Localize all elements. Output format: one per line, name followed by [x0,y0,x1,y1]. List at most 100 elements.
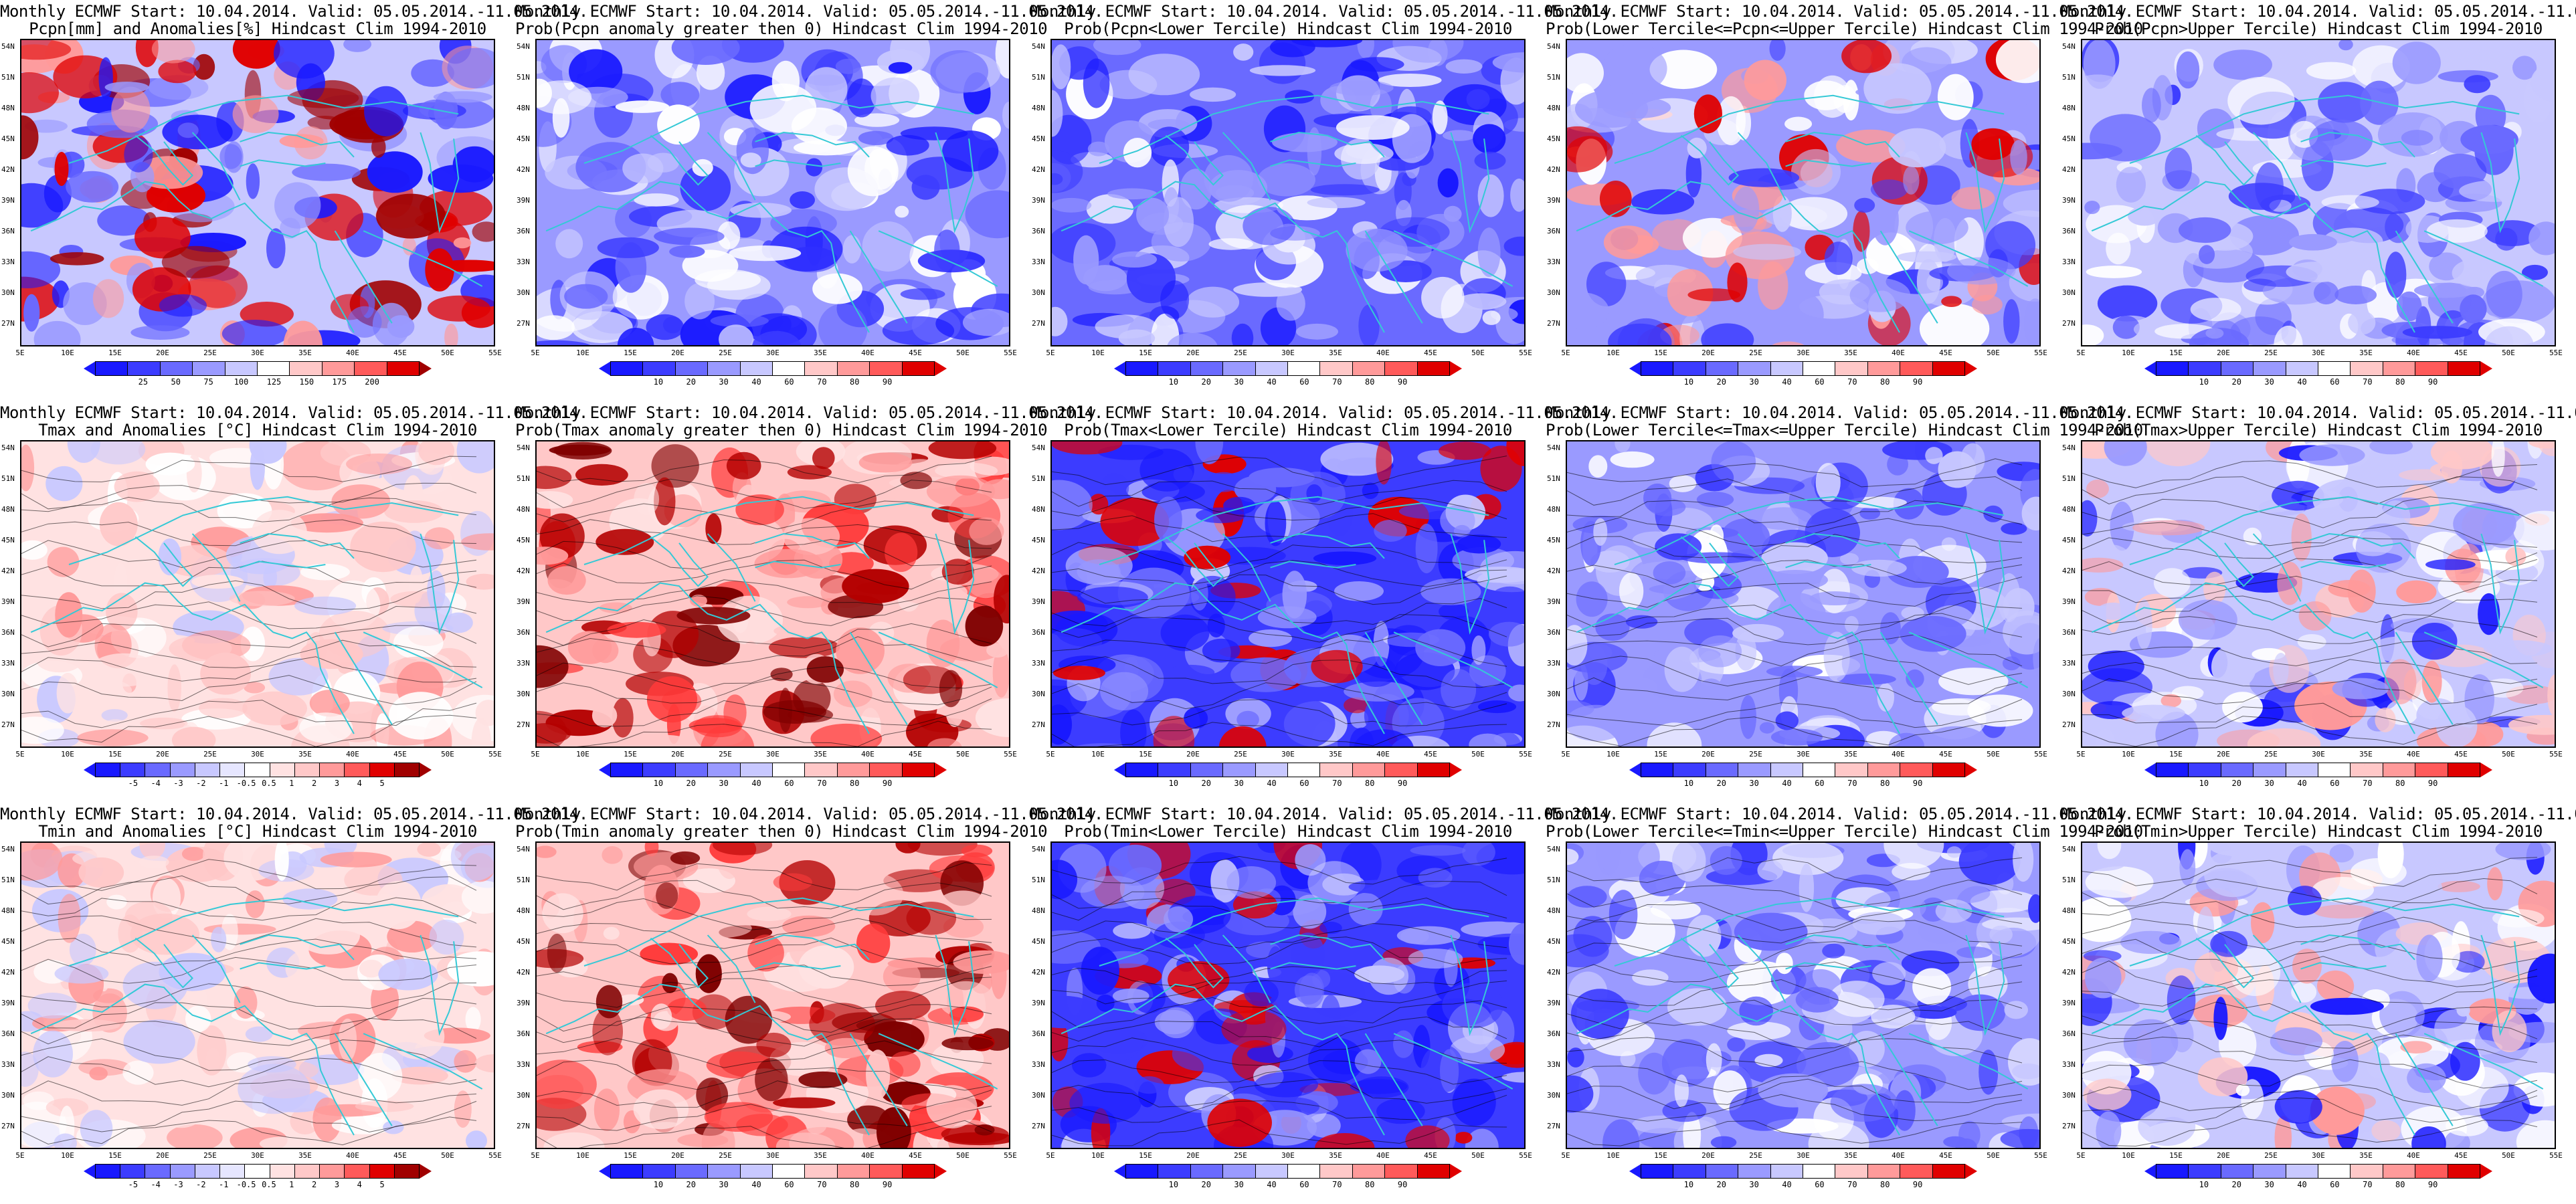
lon-label: 15E [2169,348,2183,357]
field-patch [2321,195,2379,210]
colorbar-high-arrow [2480,361,2493,376]
field-patch [1410,845,1466,856]
field-patch [1392,40,1464,63]
field-patch [2329,844,2354,863]
lon-label: 20E [156,348,169,357]
coastline [2376,243,2415,333]
colorbar-high-arrow [1965,1164,1978,1179]
field-patch [684,283,715,320]
lat-label: 45N [1032,937,1045,946]
field-patch [2082,557,2124,573]
field-patch [575,464,628,486]
lon-label: 40E [861,1151,875,1160]
coastline [1908,631,2029,688]
colorbar-label: 80 [2395,377,2405,387]
lon-label: 35E [1844,1151,1857,1160]
field-patch [45,466,83,502]
field-patch [145,452,195,476]
lat-label: 33N [2062,659,2076,668]
panel-title: Monthly ECMWF Start: 10.04.2014. Valid: … [515,3,1103,37]
colorbar-labels: 10 20 30 40 60 70 80 90 [599,1180,947,1191]
colorbar-segment [804,1164,838,1179]
field-patch [185,1005,211,1033]
lon-label: 50E [956,348,970,357]
lat-label: 51N [1,73,15,82]
field-patch [713,843,773,856]
coastline [755,131,870,158]
field-patch [1344,697,1369,714]
coastline [935,132,975,233]
field-patch [384,500,444,523]
field-patch [139,843,165,860]
colorbar-segment [1673,361,1706,376]
lat-label: 27N [1547,720,1560,729]
field-patch [567,631,612,664]
coastline [1346,1045,1385,1136]
field-patch [1824,1009,1853,1049]
field-patch [232,40,280,69]
lat-label: 27N [1,1122,15,1130]
field-patch [1149,126,1190,167]
field-patch [2309,119,2373,161]
field-patch [717,595,784,645]
colorbar-label: 10 [1168,779,1179,788]
field-patch [790,191,815,209]
lon-label: 25E [719,1151,732,1160]
lon-label: 35E [1329,1151,1342,1160]
lon-label: 15E [1139,348,1152,357]
lon-label: 25E [203,1151,217,1160]
panel-title: Monthly ECMWF Start: 10.04.2014. Valid: … [0,3,588,37]
colorbar-segment [2318,763,2351,777]
contour-line [2082,496,2538,528]
lon-label: 5E [531,348,540,357]
field-patch [1415,629,1466,666]
field-patch [2082,74,2134,126]
field-patch [80,1110,113,1148]
lat-label: 39N [2062,597,2076,606]
colorbar-segment [1803,763,1836,777]
field-patch [537,340,591,345]
field-patch [1052,173,1063,185]
field-patch [122,1060,154,1085]
coastline [2480,934,2520,1036]
lon-label: 30E [1797,348,1810,357]
colorbar-segment [127,361,161,376]
lon-label: 25E [203,348,217,357]
lat-label: 30N [1032,288,1045,297]
coastline [420,533,460,635]
colorbar-low-arrow [599,763,611,777]
lat-label: 51N [517,474,530,483]
field-patch [1469,733,1507,746]
colorbar-segment [1222,763,1256,777]
field-patch [240,626,266,662]
coastline [2129,496,2520,565]
lon-label: 55E [2549,750,2563,759]
lon-label: 35E [298,750,312,759]
lon-label: 30E [251,1151,264,1160]
lat-label: 27N [1547,1122,1560,1130]
lon-label: 50E [441,1151,454,1160]
colorbar-label: 70 [2363,1180,2373,1189]
coastline [1965,934,2005,1036]
colorbar-segment [1900,763,1933,777]
colorbar-segment [257,361,290,376]
coastline [363,631,483,688]
field-patch [1307,197,1366,209]
field-patch [1943,1136,1968,1148]
field-patch [657,104,700,145]
colorbar-segment [642,763,676,777]
field-patch [618,994,644,1006]
lat-label: 42N [2062,567,2076,575]
contour-line [1052,1078,1507,1108]
lon-label: 25E [1234,348,1247,357]
colorbar-segment [1352,1164,1386,1179]
coastline [30,582,316,645]
lat-label: 42N [1,165,15,174]
coastline [1879,631,1938,725]
field-patch [1649,49,1718,90]
contour-line [2082,558,2538,585]
field-patch [2486,270,2522,318]
colorbar-segment [2220,361,2254,376]
field-patch [1853,210,1870,252]
contour-line [1567,600,2023,627]
